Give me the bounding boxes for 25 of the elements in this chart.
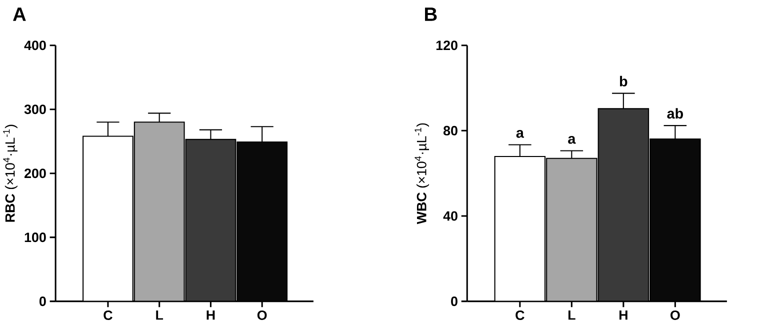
x-tick-label: O bbox=[670, 310, 680, 320]
y-tick-label: 80 bbox=[443, 126, 458, 136]
y-tick-label: 400 bbox=[24, 40, 46, 50]
y-tick-label: 40 bbox=[443, 211, 458, 221]
y-tick-label: 300 bbox=[24, 104, 46, 114]
annotation: a bbox=[568, 136, 576, 144]
y-tick-label: 100 bbox=[24, 232, 46, 242]
chart-title: A bbox=[13, 8, 26, 22]
x-tick-label: H bbox=[206, 310, 215, 320]
annotation: b bbox=[620, 76, 628, 87]
y-axis-title: WBC (×10$^{4}$·µL$^{-1}$) bbox=[414, 124, 430, 224]
annotation: a bbox=[516, 130, 524, 138]
chart-title: B bbox=[425, 8, 437, 22]
x-tick-label: L bbox=[568, 310, 576, 320]
y-axis-title: RBC (×10$^{4}$·µL$^{-1}$) bbox=[3, 125, 18, 222]
x-tick-label: H bbox=[619, 310, 628, 320]
y-tick-label: 120 bbox=[436, 40, 458, 50]
y-tick-label: 0 bbox=[451, 296, 458, 306]
y-tick-label: 0 bbox=[39, 296, 46, 306]
x-tick-label: C bbox=[516, 310, 524, 320]
x-tick-label: L bbox=[156, 310, 164, 320]
y-tick-label: 200 bbox=[24, 168, 46, 178]
x-tick-label: O bbox=[257, 310, 267, 320]
annotation: ab bbox=[667, 108, 683, 119]
x-tick-label: C bbox=[104, 310, 112, 320]
